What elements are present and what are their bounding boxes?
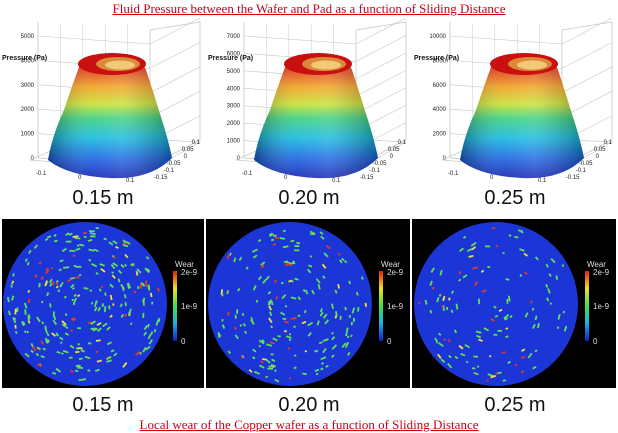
- y-tick-label: 0.1: [398, 140, 407, 146]
- y-tick-label: -0.1: [164, 168, 175, 174]
- z-tick-label: 7000: [227, 34, 241, 40]
- y-tick-label: 0: [596, 154, 600, 160]
- z-tick-label: 2000: [21, 107, 35, 113]
- z-tick-label: 3000: [227, 104, 241, 110]
- x-tick-label: 0: [78, 175, 82, 181]
- pressure-distance-label-1: 0.15 m: [72, 187, 134, 209]
- pressure-plot-3: 0 2000 4000 6000 8000 10000 Pressure (Pa) -0.1 0…: [412, 18, 618, 183]
- y-tick-label: -0.05: [167, 161, 181, 167]
- colorbar-tick-label: 2e-9: [593, 268, 610, 277]
- z-tick-label: 6000: [227, 51, 241, 57]
- colorbar-tick-label: 2e-9: [387, 268, 404, 277]
- pressure-plot-2: 0 1000 2000 3000 4000 5000 6000 7000 Pressure (P…: [206, 18, 412, 183]
- wear-map-1: Wear 2e-9 1e-9 0: [2, 219, 204, 388]
- colorbar: [585, 271, 589, 341]
- y-tick-label: 0: [184, 154, 188, 160]
- wear-spots: [217, 229, 367, 383]
- colorbar-tick-label: 0: [181, 337, 186, 346]
- colorbar-tick-label: 0: [387, 337, 392, 346]
- colorbar: [379, 271, 383, 341]
- colorbar-title: Wear: [381, 260, 400, 269]
- colorbar-title: Wear: [587, 260, 606, 269]
- pressure-surface: [254, 53, 378, 179]
- y-tick-label: -0.15: [360, 175, 374, 181]
- wear-map-2: Wear 2e-9 1e-9 0: [206, 219, 410, 388]
- pressure-distance-label-3: 0.25 m: [484, 187, 546, 209]
- z-tick-label: 4000: [433, 107, 447, 113]
- y-tick-label: -0.05: [579, 161, 593, 167]
- colorbar-tick-label: 1e-9: [181, 302, 198, 311]
- z-tick-label: 2000: [433, 132, 447, 138]
- z-tick-label: 5000: [227, 69, 241, 75]
- wafer-disc: [208, 222, 372, 386]
- wear-distance-label-1: 0.15 m: [72, 394, 134, 416]
- colorbar-title: Wear: [175, 260, 194, 269]
- z-tick-label: 4000: [227, 86, 241, 92]
- z-tick-label: 2000: [227, 121, 241, 127]
- pressure-distance-label-2: 0.20 m: [278, 187, 340, 209]
- wear-map-3: Wear 2e-9 1e-9 0: [412, 219, 616, 388]
- y-tick-label: 0.05: [594, 147, 606, 153]
- colorbar-tick-label: 2e-9: [181, 268, 198, 277]
- z-tick-label: 5000: [21, 34, 35, 40]
- z-axis-label: Pressure (Pa): [208, 55, 253, 62]
- x-tick-label: 0.1: [538, 178, 547, 183]
- colorbar-tick-label: 1e-9: [387, 302, 404, 311]
- x-tick-label: 0.1: [126, 178, 135, 183]
- wafer-disc: [414, 222, 578, 386]
- pressure-plot-1: 0 1000 2000 3000 4000 5000 Pressure (Pa) -0.1 0 0…: [0, 18, 206, 183]
- z-axis-label: Pressure (Pa): [2, 55, 47, 62]
- z-tick-label: 1000: [21, 132, 35, 138]
- colorbar: [173, 271, 177, 341]
- y-tick-label: 0.05: [182, 147, 194, 153]
- y-tick-label: 0.05: [388, 147, 400, 153]
- wear-distance-label-2: 0.20 m: [278, 394, 340, 416]
- z-tick-label: 3000: [21, 83, 35, 89]
- y-tick-label: -0.15: [566, 175, 580, 181]
- y-tick-label: -0.05: [373, 161, 387, 167]
- top-title: Fluid Pressure between the Wafer and Pad…: [112, 1, 506, 16]
- y-tick-label: -0.1: [370, 168, 381, 174]
- x-tick-label: 0: [284, 175, 288, 181]
- y-tick-label: 0.1: [604, 140, 613, 146]
- pressure-surface: [460, 53, 584, 179]
- y-tick-label: -0.15: [154, 175, 168, 181]
- z-tick-label: 4000: [21, 58, 35, 64]
- y-tick-label: -0.1: [576, 168, 587, 174]
- x-tick-label: -0.1: [36, 171, 47, 177]
- pressure-surface-3: 0 2000 4000 6000 8000 10000 Pressure (Pa) -0.1 0…: [414, 18, 614, 183]
- y-tick-label: 0: [390, 154, 394, 160]
- z-tick-label: 6000: [433, 83, 447, 89]
- pressure-surface-2: 0 1000 2000 3000 4000 5000 6000 7000 Pressure (P…: [208, 18, 408, 183]
- colorbar-tick-label: 1e-9: [593, 302, 610, 311]
- colorbar-tick-label: 0: [593, 337, 598, 346]
- x-tick-label: 0: [490, 175, 494, 181]
- y-tick-label: 0.1: [192, 140, 201, 146]
- x-tick-label: 0.1: [332, 178, 341, 183]
- pressure-surface: [48, 53, 172, 179]
- x-tick-label: -0.1: [242, 171, 253, 177]
- z-tick-label: 8000: [433, 58, 447, 64]
- wear-distance-label-3: 0.25 m: [484, 394, 546, 416]
- wafer-disc: [3, 222, 167, 386]
- wear-spots: [6, 227, 161, 381]
- z-tick-label: 1000: [227, 139, 241, 145]
- x-tick-label: -0.1: [448, 171, 459, 177]
- z-tick-label: 10000: [429, 34, 446, 40]
- bottom-title: Local wear of the Copper wafer as a func…: [139, 417, 479, 432]
- wear-spots: [418, 227, 568, 382]
- z-axis-label: Pressure (Pa): [414, 55, 459, 62]
